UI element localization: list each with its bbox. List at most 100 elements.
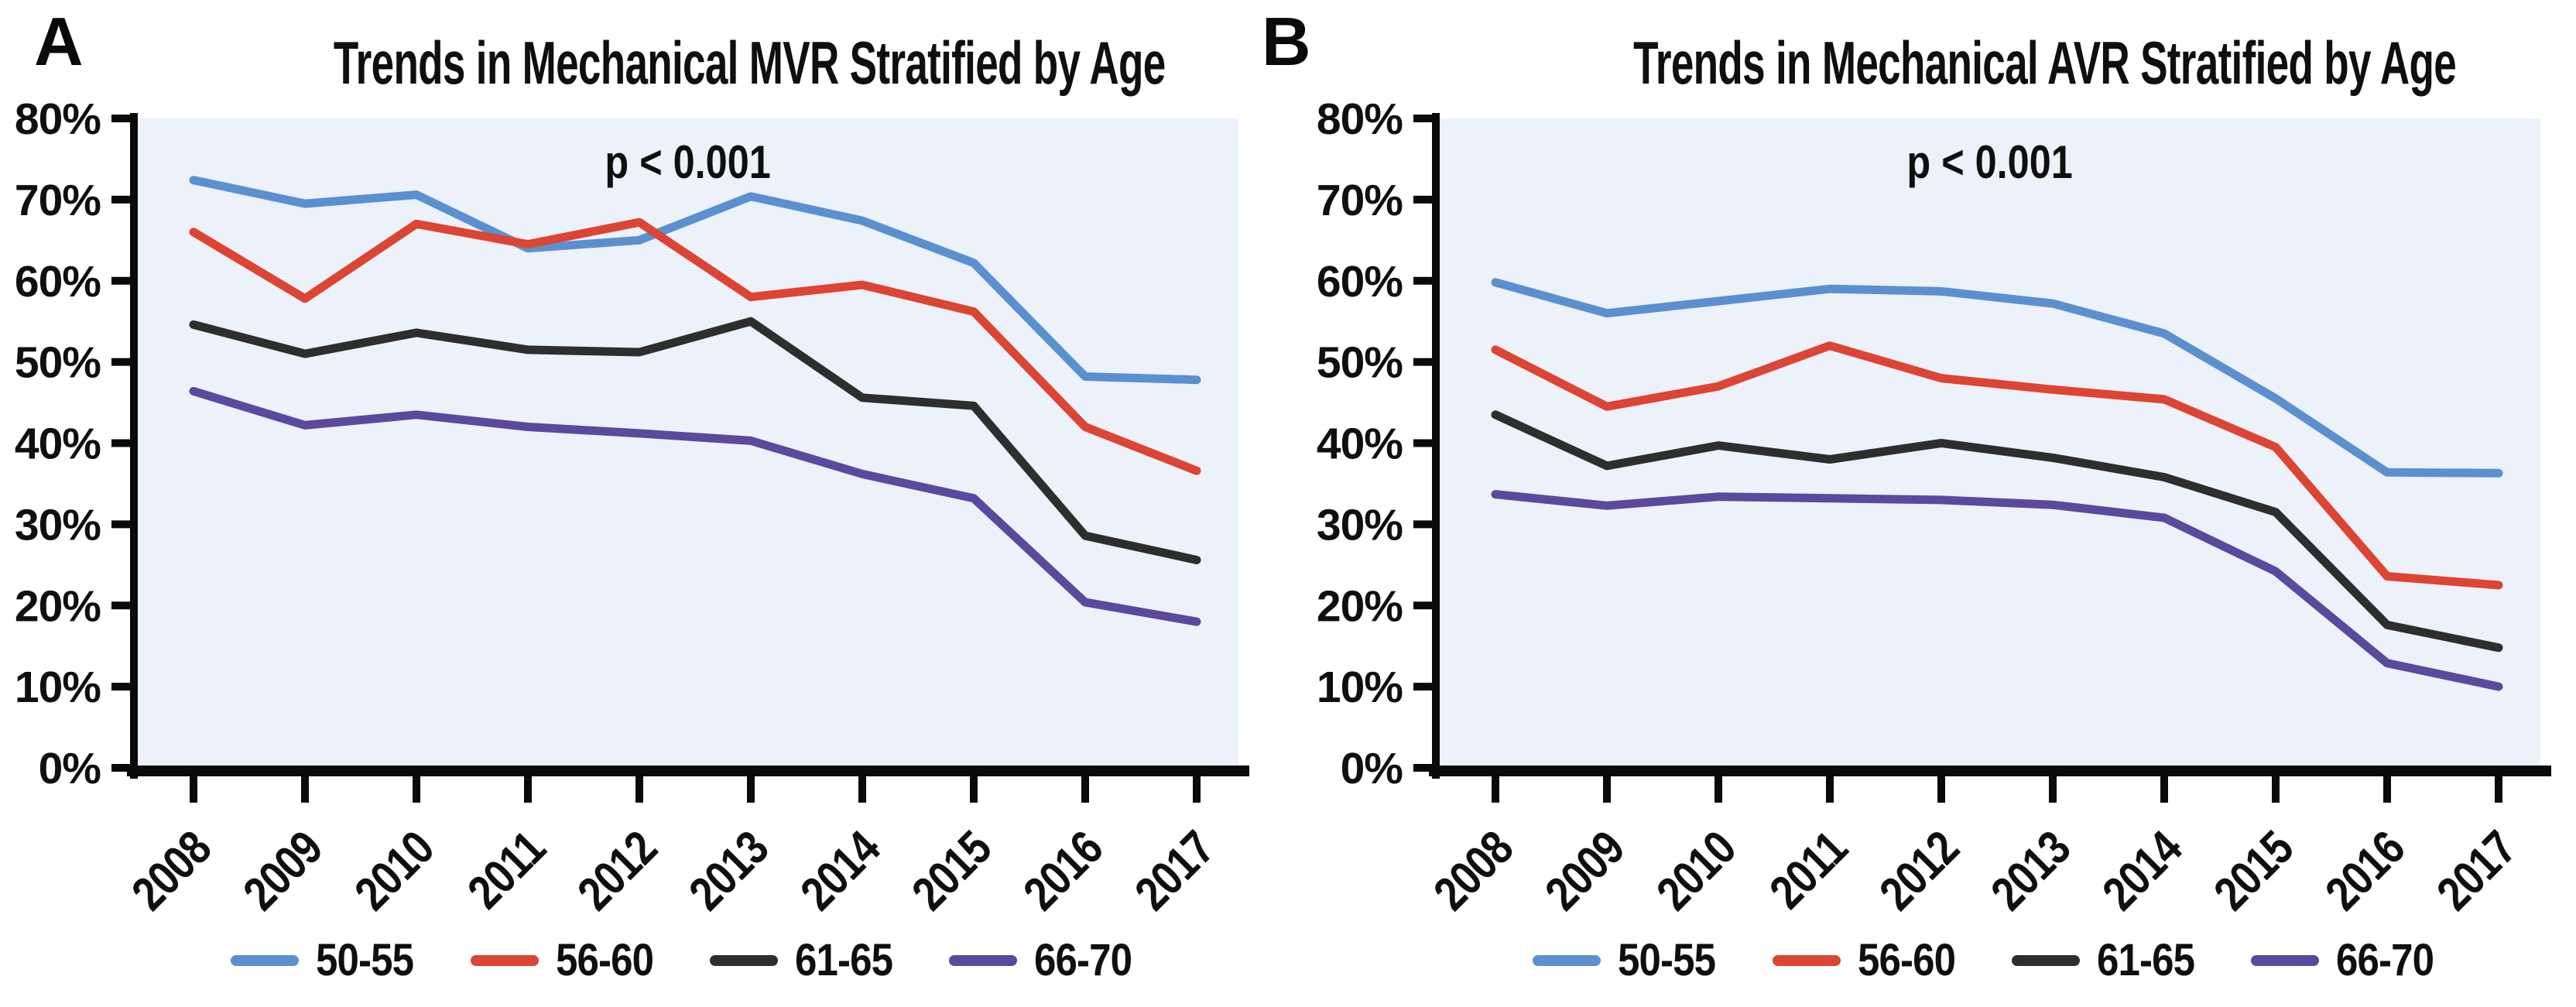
x-tick <box>747 776 755 803</box>
legend-swatch <box>470 955 539 966</box>
x-tick <box>2272 776 2280 803</box>
chart-title-mvr: Trends in Mechanical MVR Stratified by A… <box>138 33 1238 93</box>
y-axis <box>1432 113 1440 779</box>
plot-area <box>138 118 1238 768</box>
x-tick <box>413 776 420 803</box>
y-tick-label: 50% <box>15 338 101 388</box>
y-tick <box>1413 439 1432 447</box>
legend-swatch <box>2251 955 2320 966</box>
x-tick <box>2160 776 2168 803</box>
y-tick <box>111 195 130 204</box>
series-line-56-60 <box>1491 341 2503 590</box>
p-value-text-b: p < 0.001 <box>1906 136 2074 188</box>
series-line-56-60 <box>189 217 1201 475</box>
legend-item: 66-70 <box>2251 938 2447 983</box>
series-line-61-65 <box>189 317 1201 564</box>
p-value-text-a: p < 0.001 <box>605 136 772 188</box>
legend-label: 66-70 <box>1034 935 1132 985</box>
y-tick-label: 0% <box>39 744 101 793</box>
y-tick-label: 0% <box>1341 744 1403 793</box>
legend-label: 56-60 <box>555 935 654 985</box>
series-line-61-65 <box>1491 410 2503 652</box>
y-tick-label: 20% <box>15 581 101 631</box>
x-tick <box>970 776 978 803</box>
legend-item: 50-55 <box>231 938 426 983</box>
y-tick-label: 80% <box>15 94 101 144</box>
x-tick <box>1714 776 1722 803</box>
x-tick <box>2383 776 2391 803</box>
legend-label: 50-55 <box>316 935 414 985</box>
x-tick-label: 2011 <box>457 821 556 920</box>
x-tick-label: 2010 <box>344 821 444 921</box>
y-tick <box>111 276 130 285</box>
y-tick-label: 60% <box>15 257 101 307</box>
plot-area <box>1440 118 2540 768</box>
x-tick <box>2495 776 2502 803</box>
y-tick <box>1413 358 1432 366</box>
x-tick <box>301 776 309 803</box>
y-tick <box>111 601 130 610</box>
x-tick-label: 2017 <box>2427 821 2526 921</box>
legend-swatch <box>1772 955 1841 966</box>
y-tick-label: 40% <box>15 420 101 469</box>
y-tick-label: 70% <box>15 176 101 225</box>
series-line-66-70 <box>1491 490 2503 691</box>
x-tick-label: 2011 <box>1759 821 1858 920</box>
y-tick <box>1413 601 1432 610</box>
x-tick <box>1603 776 1611 803</box>
legend-swatch <box>949 955 1018 966</box>
legend-swatch <box>2012 955 2080 966</box>
y-tick-label: 10% <box>1317 663 1403 712</box>
y-tick-label: 70% <box>1317 176 1403 225</box>
x-tick-label: 2012 <box>1869 821 1969 921</box>
legend-swatch <box>231 955 300 966</box>
x-tick-label: 2017 <box>1125 821 1225 921</box>
legend-swatch <box>1533 955 1601 966</box>
x-tick-label: 2016 <box>2315 821 2415 921</box>
legend-label: 66-70 <box>2336 935 2434 985</box>
x-axis <box>127 766 1249 776</box>
x-tick-label: 2010 <box>1646 821 1746 921</box>
y-tick <box>111 520 130 529</box>
x-tick-label: 2014 <box>790 820 890 920</box>
legend-item: 66-70 <box>949 938 1145 983</box>
y-tick <box>111 115 130 122</box>
legend-item: 61-65 <box>710 938 906 983</box>
x-tick <box>524 776 532 803</box>
legend-item: 50-55 <box>1533 938 1728 983</box>
chart-title-mvr-text: Trends in Mechanical MVR Stratified by A… <box>333 29 1166 97</box>
legend-item: 56-60 <box>470 935 666 985</box>
series-line-50-55 <box>189 176 1201 385</box>
legend: 50-55 56-60 61-65 66-70 <box>1440 927 2540 994</box>
y-tick-label: 30% <box>1317 500 1403 550</box>
x-tick <box>1937 776 1945 803</box>
x-tick-label: 2014 <box>2092 820 2192 920</box>
y-tick-label: 50% <box>1317 338 1403 388</box>
y-tick <box>1413 195 1432 204</box>
y-tick <box>1413 520 1432 529</box>
x-tick <box>1081 776 1089 803</box>
legend-label: 61-65 <box>2097 935 2195 985</box>
x-tick-label: 2008 <box>1423 821 1523 921</box>
chart-title-avr: Trends in Mechanical AVR Stratified by A… <box>1440 33 2540 93</box>
legend-swatch <box>710 955 778 966</box>
x-tick-label: 2013 <box>679 821 779 921</box>
y-tick <box>1413 683 1432 691</box>
y-tick <box>1413 764 1432 772</box>
p-value-annotation-a: p < 0.001 <box>138 139 1238 186</box>
y-tick <box>111 439 130 447</box>
y-axis <box>130 113 138 779</box>
x-tick-label: 2015 <box>2204 821 2304 921</box>
y-tick <box>111 764 130 772</box>
x-tick <box>635 776 643 803</box>
series-line-66-70 <box>189 386 1201 626</box>
legend-item: 56-60 <box>1772 938 1968 983</box>
x-tick <box>1492 776 1499 803</box>
y-tick-label: 60% <box>1317 257 1403 307</box>
legend-label: 61-65 <box>795 935 893 985</box>
series-line-50-55 <box>1491 278 2503 478</box>
y-tick-label: 30% <box>15 500 101 550</box>
x-axis <box>1429 766 2551 776</box>
